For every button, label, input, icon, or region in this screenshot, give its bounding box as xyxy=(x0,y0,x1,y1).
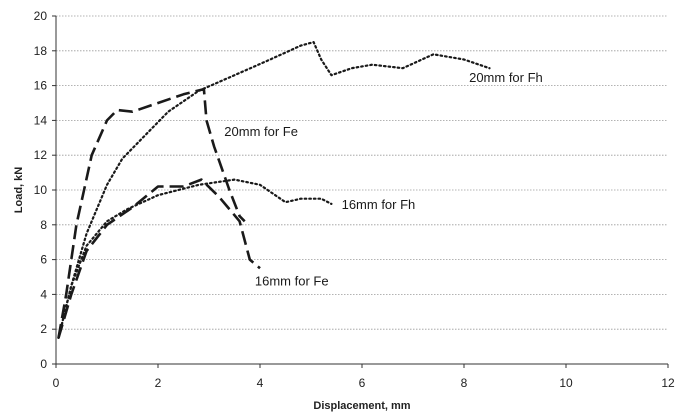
axes: 0 2 4 6 8 10 12 14 16 18 20 0 2 4 6 8 10 12 xyxy=(34,9,675,390)
x-axis-title: Displacement, mm xyxy=(313,400,410,412)
y-tick-label: 20 xyxy=(34,9,48,23)
x-tick-label: 8 xyxy=(461,376,468,390)
series-line-20mm-for-fe xyxy=(57,87,246,339)
y-tick-label: 2 xyxy=(40,322,47,336)
y-tick-label: 18 xyxy=(34,44,48,58)
y-tick-label: 12 xyxy=(34,148,48,162)
x-tick-label: 12 xyxy=(661,376,675,390)
y-tick-label: 0 xyxy=(40,357,47,371)
series-line-20mm-for-fh xyxy=(57,40,491,339)
series-lines xyxy=(57,40,491,339)
series-annotation: 16mm for Fh xyxy=(342,197,416,212)
x-tick-label: 2 xyxy=(155,376,162,390)
series-annotation: 16mm for Fe xyxy=(255,274,329,289)
series-line-16mm-for-fe xyxy=(57,178,261,339)
y-axis-title: Load, kN xyxy=(13,167,25,214)
series-line-16mm-for-fh xyxy=(57,178,333,339)
x-tick-label: 10 xyxy=(559,376,573,390)
y-tick-label: 14 xyxy=(34,113,48,127)
y-tick-label: 16 xyxy=(34,79,48,93)
series-annotation: 20mm for Fe xyxy=(224,124,298,139)
y-tick-label: 6 xyxy=(40,253,47,267)
x-tick-label: 6 xyxy=(359,376,366,390)
x-tick-label: 0 xyxy=(53,376,60,390)
gridlines xyxy=(56,15,668,330)
labels: 20mm for Fh 20mm for Fe 16mm for Fh 16mm fo… xyxy=(224,70,542,289)
y-tick-label: 8 xyxy=(40,218,47,232)
y-tick-label: 4 xyxy=(40,287,47,301)
y-tick-label: 10 xyxy=(34,183,48,197)
x-tick-label: 4 xyxy=(257,376,264,390)
series-annotation: 20mm for Fh xyxy=(469,70,543,85)
